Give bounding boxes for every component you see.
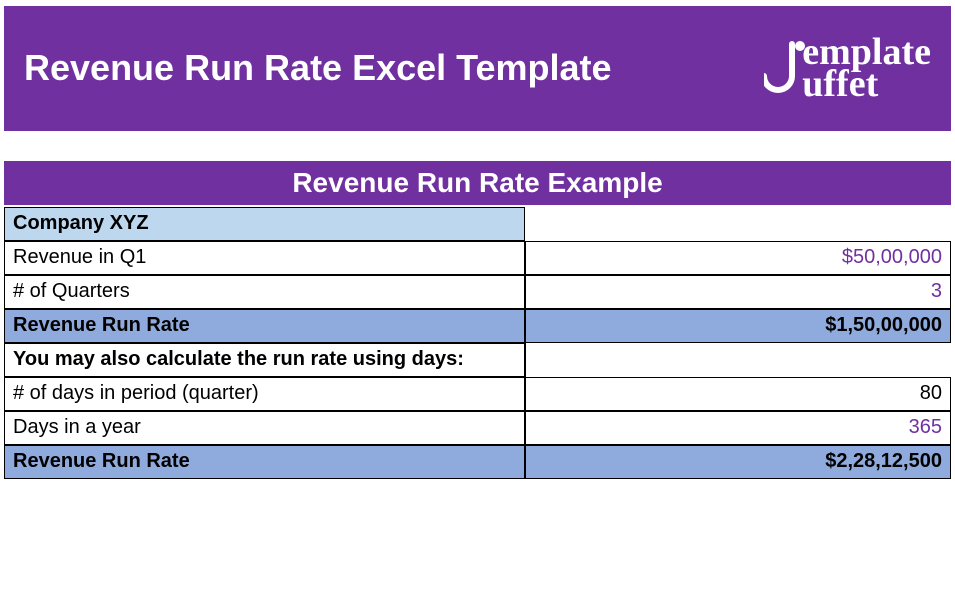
page-title: Revenue Run Rate Excel Template	[24, 47, 612, 89]
company-row: Company XYZ	[4, 207, 951, 241]
row-value: 365	[525, 411, 951, 445]
subheader-empty	[525, 343, 951, 377]
page-header: Revenue Run Rate Excel Template emplate …	[4, 6, 951, 131]
logo-icon	[764, 38, 806, 98]
logo-line2: uffet	[802, 63, 878, 105]
run-rate-label: Revenue Run Rate	[4, 309, 525, 343]
table-row: # of Quarters 3	[4, 275, 951, 309]
row-value: $50,00,000	[525, 241, 951, 275]
run-rate-row: Revenue Run Rate $1,50,00,000	[4, 309, 951, 343]
company-name: Company XYZ	[4, 207, 525, 241]
brand-logo: emplate uffet	[764, 36, 931, 101]
run-rate-value: $1,50,00,000	[525, 309, 951, 343]
revenue-table: Company XYZ Revenue in Q1 $50,00,000 # o…	[4, 207, 951, 479]
table-row: # of days in period (quarter) 80	[4, 377, 951, 411]
logo-text: emplate uffet	[802, 36, 931, 101]
run-rate-label: Revenue Run Rate	[4, 445, 525, 479]
run-rate-value: $2,28,12,500	[525, 445, 951, 479]
subheader-row: You may also calculate the run rate usin…	[4, 343, 951, 377]
row-value: 80	[525, 377, 951, 411]
row-label: # of days in period (quarter)	[4, 377, 525, 411]
row-label: Revenue in Q1	[4, 241, 525, 275]
table-row: Revenue in Q1 $50,00,000	[4, 241, 951, 275]
section-title: Revenue Run Rate Example	[4, 161, 951, 205]
company-empty	[525, 207, 951, 241]
row-value: 3	[525, 275, 951, 309]
subheader-label: You may also calculate the run rate usin…	[4, 343, 525, 377]
run-rate-row: Revenue Run Rate $2,28,12,500	[4, 445, 951, 479]
row-label: Days in a year	[4, 411, 525, 445]
row-label: # of Quarters	[4, 275, 525, 309]
table-row: Days in a year 365	[4, 411, 951, 445]
